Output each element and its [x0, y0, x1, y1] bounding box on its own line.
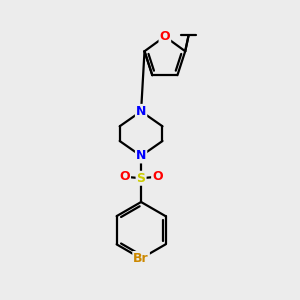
Text: Br: Br: [133, 252, 149, 265]
Text: O: O: [119, 170, 130, 183]
Text: S: S: [136, 172, 146, 185]
Text: O: O: [160, 30, 170, 43]
Text: N: N: [136, 149, 146, 162]
Text: N: N: [136, 105, 146, 118]
Text: O: O: [152, 170, 163, 183]
